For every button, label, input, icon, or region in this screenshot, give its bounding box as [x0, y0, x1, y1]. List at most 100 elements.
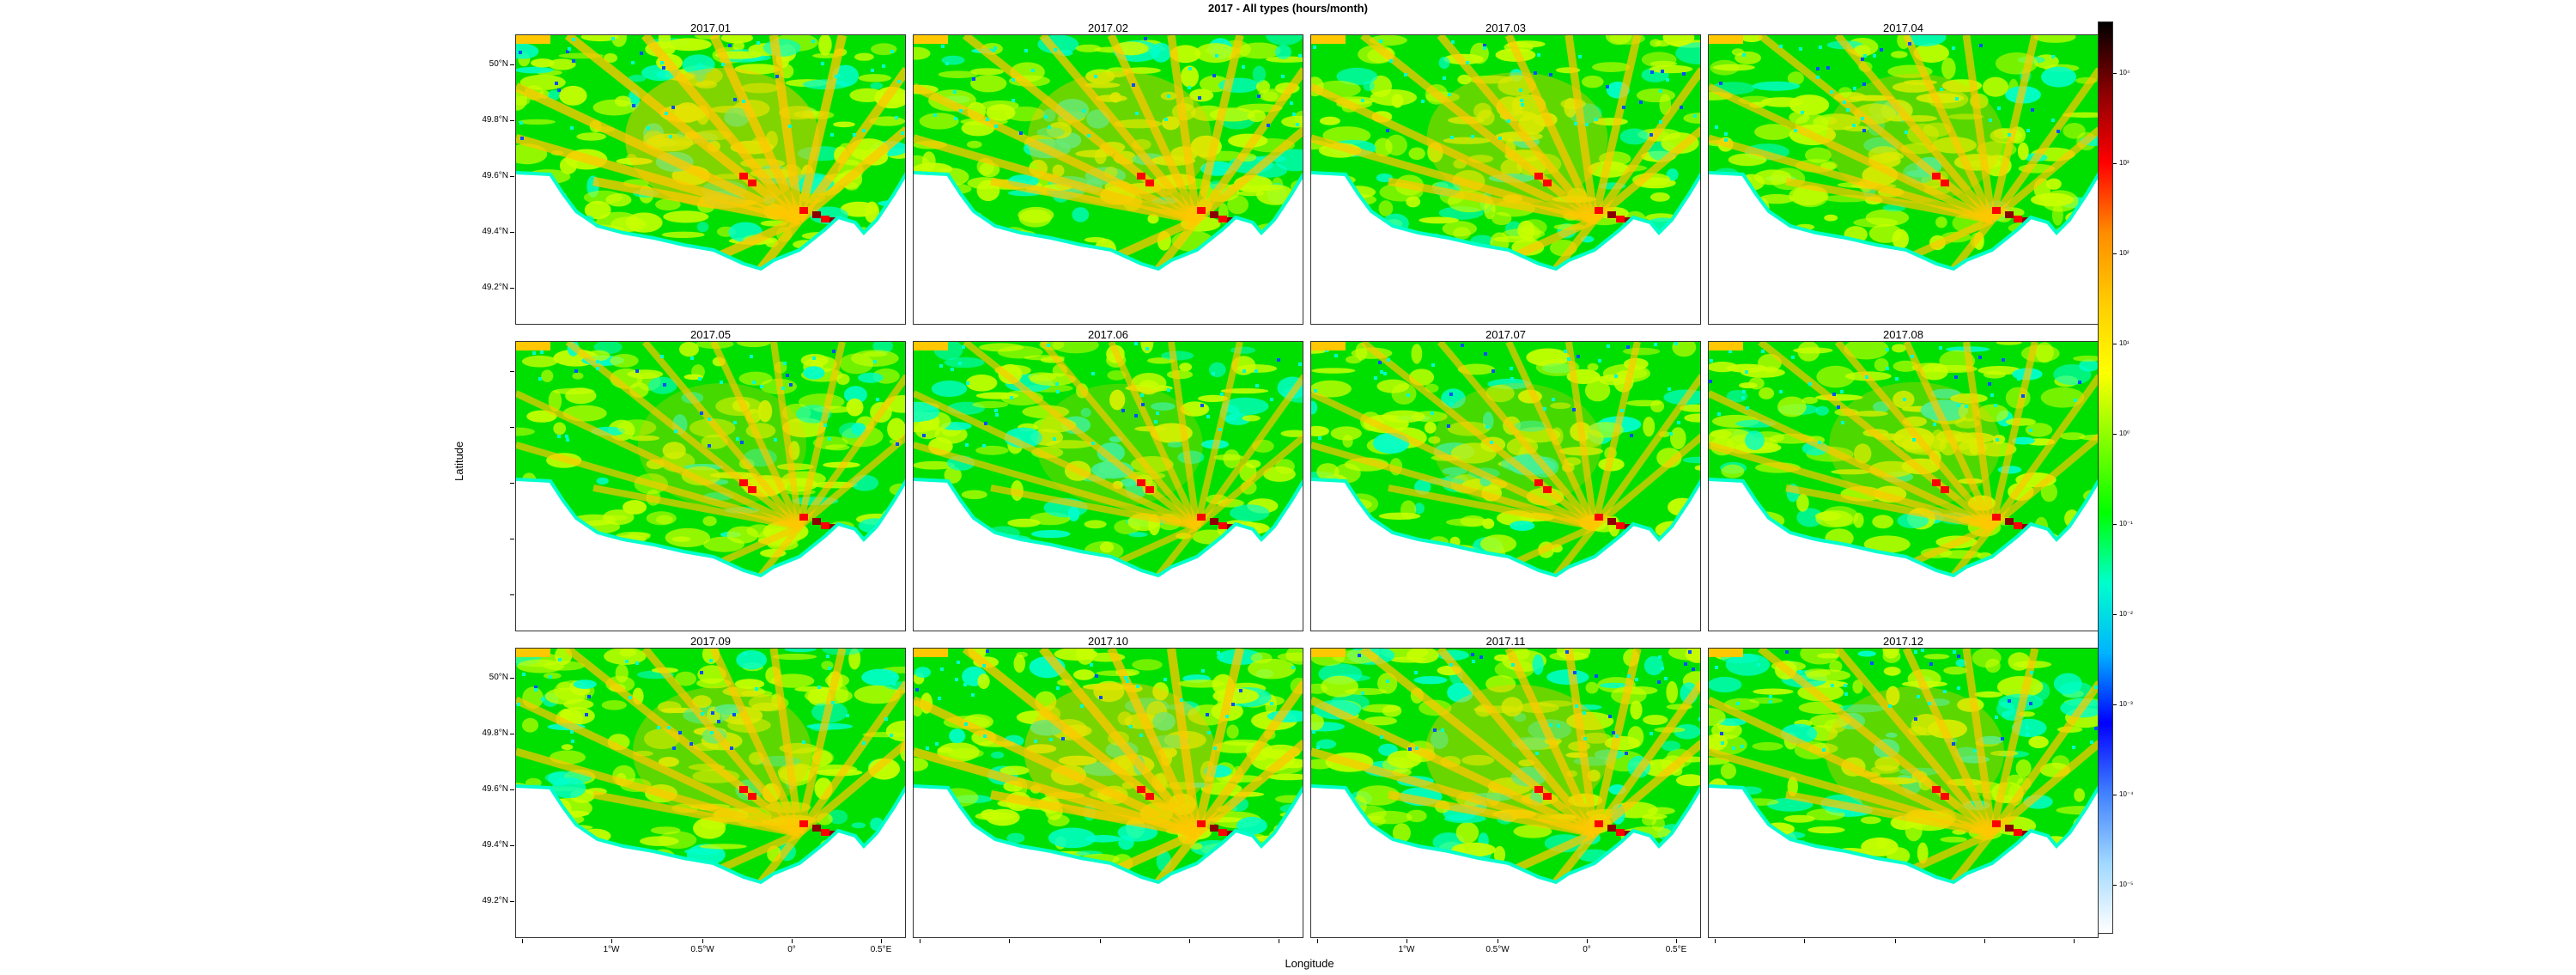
latitude-tick-label: 49.8°N: [482, 728, 508, 738]
shipping-lanes: [1311, 35, 1700, 271]
coastline: [914, 478, 1303, 578]
land-area: [914, 173, 1303, 324]
longitude-tick: [1009, 939, 1010, 943]
coastline: [1311, 784, 1700, 885]
panel-title: 2017.06: [1088, 328, 1128, 341]
map-panel-2017.09: [515, 648, 906, 938]
map-panel-2017.04: [1708, 34, 2099, 325]
colorbar-tick-label: 10⁻⁵: [2119, 881, 2134, 888]
land-area: [914, 479, 1303, 631]
longitude-tick: [522, 939, 523, 943]
shipping-lanes: [516, 35, 905, 272]
coastline: [1709, 478, 2098, 578]
shipping-lanes: [914, 649, 1303, 886]
land-area: [1311, 173, 1700, 324]
coastline: [1311, 171, 1700, 271]
latitude-tick-label: 49.6°N: [482, 784, 508, 794]
y-axis-title: Latitude: [453, 441, 465, 481]
low-density-pixels: [519, 37, 904, 140]
latitude-tick: [510, 594, 514, 595]
longitude-tick: [1676, 939, 1677, 943]
colorbar: [2098, 21, 2113, 934]
latitude-tick: [510, 789, 514, 790]
map-panel-2017.11: [1310, 648, 1701, 938]
shipping-lanes: [1709, 342, 2098, 578]
colorbar-tick: [2113, 614, 2117, 615]
map-panel-2017.10: [913, 648, 1303, 938]
latitude-tick: [510, 371, 514, 372]
coastline: [1709, 784, 2098, 885]
land-area: [516, 786, 905, 937]
colorbar-tick-label: 10⁻²: [2119, 610, 2133, 618]
panel-title: 2017.03: [1485, 21, 1526, 34]
map-panel-2017.12: [1708, 648, 2099, 938]
coastline: [516, 478, 905, 578]
low-density-pixels: [1312, 650, 1700, 755]
latitude-tick: [510, 901, 514, 902]
shipping-lanes: [914, 35, 1303, 271]
latitude-tick: [510, 120, 514, 121]
coastline: [914, 171, 1303, 271]
longitude-tick: [1317, 939, 1318, 943]
low-density-pixels: [1709, 346, 2081, 444]
low-density-pixels: [933, 37, 1302, 137]
latitude-tick: [510, 288, 514, 289]
coastline: [914, 784, 1303, 885]
latitude-tick-label: 49.8°N: [482, 115, 508, 125]
latitude-tick-label: 49.2°N: [482, 283, 508, 292]
colorbar-tick-label: 10⁻³: [2119, 700, 2133, 708]
land-area: [1709, 786, 2098, 937]
low-density-pixels: [1715, 42, 2060, 142]
colorbar-tick-label: 10²: [2119, 249, 2129, 257]
colorbar-tick: [2113, 73, 2117, 74]
map-panel-2017.01: [515, 34, 906, 325]
panel-title: 2017.07: [1485, 328, 1526, 341]
latitude-tick: [510, 483, 514, 484]
longitude-tick-label: 0°: [787, 945, 796, 954]
latitude-tick: [510, 232, 514, 233]
figure-title: 2017 - All types (hours/month): [1208, 2, 1368, 15]
shipping-lanes: [1311, 649, 1700, 885]
low-density-pixels: [915, 649, 1295, 750]
colorbar-tick-label: 10³: [2119, 159, 2129, 167]
longitude-tick: [1587, 939, 1588, 943]
panel-title: 2017.08: [1883, 328, 1923, 341]
panel-title: 2017.05: [690, 328, 731, 341]
longitude-tick: [1715, 939, 1716, 943]
low-density-pixels: [1313, 40, 1697, 140]
coastline: [516, 784, 905, 885]
longitude-tick: [881, 939, 882, 943]
land-area: [914, 786, 1303, 937]
longitude-tick: [2074, 939, 2075, 943]
latitude-tick: [510, 64, 514, 65]
longitude-tick-label: 0°: [1583, 945, 1591, 954]
low-density-pixels: [922, 342, 1302, 448]
longitude-tick-label: 1°W: [603, 945, 620, 954]
map-panel-2017.02: [913, 34, 1303, 325]
longitude-tick-label: 1°W: [1398, 945, 1415, 954]
shipping-lanes: [1709, 35, 2098, 271]
shipping-lanes: [1311, 342, 1700, 578]
panel-title: 2017.04: [1883, 21, 1923, 34]
longitude-tick: [1406, 939, 1407, 943]
panel-title: 2017.01: [690, 21, 731, 34]
low-density-pixels: [1314, 342, 1680, 448]
colorbar-tick: [2113, 434, 2117, 435]
land-area: [1709, 479, 2098, 631]
coastline: [516, 171, 905, 271]
low-density-pixels: [532, 350, 899, 448]
map-panel-2017.08: [1708, 341, 2099, 631]
longitude-tick: [792, 939, 793, 943]
panel-title: 2017.02: [1088, 21, 1128, 34]
land-area: [1709, 173, 2098, 324]
low-density-pixels: [1715, 649, 2098, 753]
longitude-tick: [611, 939, 612, 943]
panel-title: 2017.10: [1088, 635, 1128, 648]
colorbar-tick-label: 10⁻⁴: [2119, 790, 2134, 798]
latitude-tick-label: 49.6°N: [482, 171, 508, 180]
latitude-tick-label: 49.4°N: [482, 840, 508, 850]
longitude-tick: [1895, 939, 1896, 943]
coastline: [1709, 171, 2098, 271]
latitude-tick-label: 50°N: [489, 673, 508, 682]
colorbar-tick-label: 10¹: [2119, 339, 2129, 347]
